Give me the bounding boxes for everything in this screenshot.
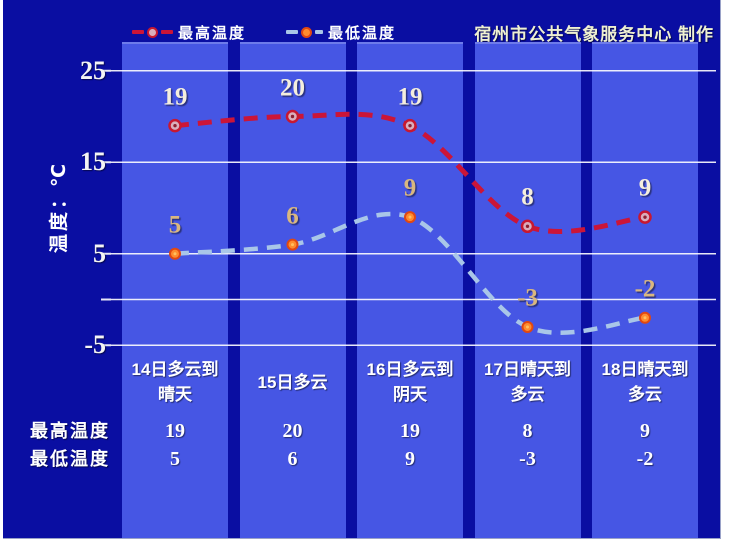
low-temp-value-label-4: -3: [517, 284, 538, 312]
x-category-label-line: 多云: [510, 385, 545, 404]
high-temp-value-label-2: 20: [280, 74, 305, 101]
x-category-label-line: 18日晴天到: [601, 360, 689, 379]
x-category-label-2: 15日多云: [233, 357, 353, 407]
legend-item-high-temp: 最高温度: [132, 22, 246, 43]
x-category-label-1: 14日多云到 晴天: [115, 357, 235, 407]
table-row-label-low: 最低温度: [30, 449, 110, 469]
y-tick-label-15: 15: [80, 147, 106, 177]
high-temp-value-label-3: 19: [397, 83, 423, 111]
legend-label-low: 最低温度: [328, 24, 397, 42]
high-temp-marker-icon: [147, 26, 158, 38]
low-temp-line-icon: [286, 26, 324, 38]
legend-item-low-temp: 最低温度: [286, 22, 396, 43]
table-cell-low-day-3: 9: [405, 448, 415, 470]
x-category-label-3: 16日多云到 阴天: [350, 357, 470, 407]
table-cell-low-day-2: 6: [287, 448, 298, 470]
table-row-label-high: 最高温度: [30, 421, 110, 441]
table-cell-low-day-4: -3: [519, 448, 536, 470]
y-tick-label-25: 25: [80, 55, 106, 85]
x-category-label-5: 18日晴天到 多云: [585, 357, 705, 407]
table-cell-high-day-3: 19: [400, 420, 420, 442]
table-cell-low-day-5: -2: [636, 448, 654, 470]
y-tick-label-5: 5: [93, 238, 106, 268]
x-category-label-4: 17日晴天到 多云: [468, 357, 588, 407]
low-temp-value-label-5: -2: [634, 275, 656, 303]
x-category-label-line: 14日多云到: [131, 360, 219, 379]
y-tick-label--5: -5: [84, 330, 106, 360]
high-temp-line-icon: [132, 26, 173, 38]
legend: 最高温度 最低温度: [132, 22, 396, 42]
x-category-label-line: 16日多云到: [366, 360, 454, 379]
x-category-label-line: 17日晴天到: [484, 360, 571, 379]
low-temp-marker-icon: [301, 26, 313, 38]
low-temp-value-label-1: 5: [168, 211, 182, 239]
x-category-label-line: 15日多云: [257, 372, 328, 392]
legend-label-high: 最高温度: [178, 24, 247, 42]
x-category-label-line: 多云: [628, 385, 662, 404]
x-category-label-line: 晴天: [158, 385, 192, 404]
credit-text: 宿州市公共气象服务中心 制作: [474, 25, 714, 44]
high-temp-value-label-4: 8: [521, 183, 534, 211]
table-cell-high-day-4: 8: [522, 420, 533, 442]
low-temp-value-label-2: 6: [286, 202, 299, 230]
low-temp-value-label-3: 9: [403, 174, 417, 202]
table-cell-high-day-1: 19: [165, 420, 185, 442]
x-category-label-line: 阴天: [393, 385, 427, 404]
high-temp-value-label-1: 19: [162, 83, 188, 111]
table-cell-high-day-2: 20: [282, 420, 303, 442]
table-cell-high-day-5: 9: [640, 420, 650, 442]
table-cell-low-day-1: 5: [170, 448, 180, 470]
high-temp-value-label-5: 9: [638, 174, 652, 202]
